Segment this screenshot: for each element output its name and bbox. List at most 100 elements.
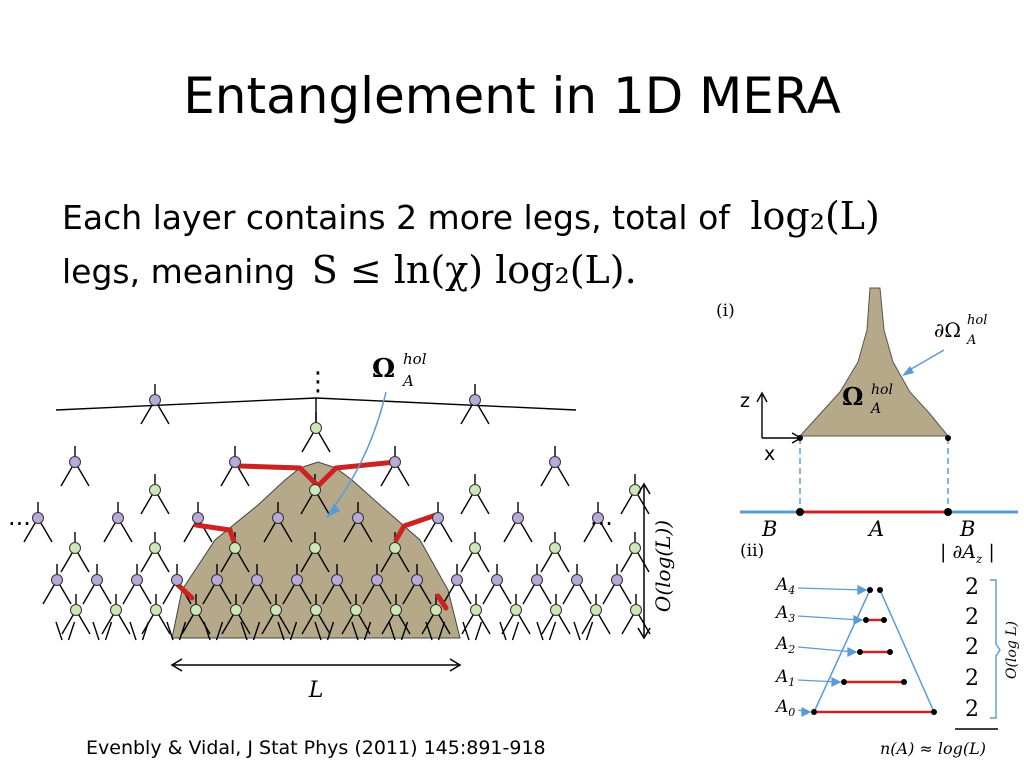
level-a1-sub: 1 [788, 676, 795, 689]
boundary-pointer [905, 349, 945, 373]
disentangler-node [451, 574, 463, 586]
red-cut-bottom-right [435, 593, 449, 611]
mera-physical-leg [240, 621, 248, 641]
omega-hol-sup: hol [403, 350, 427, 368]
disentangler-node [251, 574, 263, 586]
sum-formula: n(A) ≈ log(L) [880, 739, 986, 758]
mera-physical-leg [400, 621, 409, 641]
level-a2-letter: A [774, 634, 788, 654]
red-cut-left [193, 522, 239, 551]
level-arrows [797, 584, 868, 718]
brace-label: O(log L) [1004, 621, 1020, 679]
mera-physical-leg [585, 621, 594, 641]
bullet-line-1-math: log₂(L) [750, 194, 880, 238]
z-x-axes [756, 391, 803, 444]
mera-physical-leg [215, 621, 224, 641]
isometry-node [350, 604, 362, 616]
mera-physical-leg [277, 621, 285, 641]
isometry-node [310, 422, 322, 434]
omega-hol-label: Ω [372, 354, 395, 384]
mera-physical-leg [548, 621, 557, 641]
isometry-node [590, 604, 602, 616]
cut-header: | ∂Az | [940, 541, 995, 566]
disentangler-node [592, 512, 604, 524]
left-ellipsis: ··· [8, 510, 31, 538]
disentangler-node [491, 574, 503, 586]
disentangler-node [211, 574, 223, 586]
mera-physical-leg [178, 621, 187, 641]
mera-physical-leg [536, 621, 544, 641]
disentangler-node [371, 574, 383, 586]
cut-count-a2: 2 [965, 635, 979, 660]
cut-count-a0: 2 [965, 697, 979, 722]
subsystem-label: A [867, 517, 884, 541]
disentangler-node [571, 574, 583, 586]
isometry-node [149, 542, 161, 554]
level-a0-sub: 0 [788, 706, 795, 719]
isometry-node [469, 542, 481, 554]
isometry-node [390, 604, 402, 616]
isometry-node [630, 604, 642, 616]
mera-tensor-nodes [32, 394, 642, 616]
disentangler-node [51, 574, 63, 586]
mera-physical-leg [67, 621, 76, 641]
isometry-node [310, 604, 322, 616]
disentangler-node [272, 512, 284, 524]
holographic-funnel [798, 287, 950, 437]
panel-ii-label: (ii) [740, 541, 764, 561]
boundary-sup: hol [967, 313, 987, 328]
level-a2: A2 [774, 634, 795, 656]
boundary-sub: A [966, 333, 976, 348]
mera-physical-leg [462, 621, 470, 641]
cut-count-a1: 2 [965, 666, 979, 691]
level-a4: A4 [774, 575, 795, 597]
mera-physical-leg [388, 621, 396, 641]
disentangler-node [352, 512, 364, 524]
isometry-node [389, 542, 401, 554]
mera-physical-leg [55, 621, 63, 641]
red-cut-right [393, 512, 439, 543]
isometry-node [149, 484, 161, 496]
mera-physical-leg [203, 621, 211, 641]
right-ellipsis: ··· [590, 510, 613, 538]
slide-title: Entanglement in 1D MERA [183, 67, 841, 125]
bullet-line-2: legs, meaning S ≤ ln(χ) log₂(L). [62, 250, 637, 292]
isometry-node [150, 604, 162, 616]
width-arrow [170, 658, 462, 672]
citation: Evenbly & Vidal, J Stat Phys (2011) 145:… [86, 737, 546, 759]
funnel-corner-left [797, 435, 803, 441]
disentangler-node [512, 512, 524, 524]
mera-physical-leg [129, 621, 137, 641]
isometry-node [270, 604, 282, 616]
isometry-node [229, 542, 241, 554]
omega-pointer-arrowhead [326, 503, 340, 518]
mera-top-leg-left [55, 397, 317, 411]
level-a1: A1 [774, 667, 795, 689]
isometry-node [550, 604, 562, 616]
mera-network-diagram: Ω hol A ⋮ ··· ··· O(log(L)) L [8, 350, 675, 703]
cut-header-sub: z [975, 552, 983, 566]
level-a2-sub: 2 [787, 643, 795, 656]
width-label: L [308, 678, 324, 703]
mera-physical-leg [351, 621, 359, 641]
level-a3: A3 [774, 603, 795, 625]
boundary-pointer-head [902, 366, 914, 376]
level-a4-letter: A [774, 575, 788, 595]
bath-right-label: B [959, 517, 975, 541]
level-a4-sub: 4 [787, 584, 795, 597]
scale-label: O(log(L)) [651, 520, 675, 612]
funnel-omega-label: Ω [842, 382, 863, 411]
mera-physical-leg [499, 621, 507, 641]
isometry-node [629, 542, 641, 554]
disentangler-node [611, 574, 623, 586]
vdots: ⋮ [305, 367, 331, 397]
mera-physical-leg [326, 621, 335, 641]
isometry-node [430, 604, 442, 616]
isometry-node [470, 604, 482, 616]
mera-physical-leg [573, 621, 581, 641]
omega-hol-sub: A [401, 372, 414, 390]
disentangler-node [69, 456, 81, 468]
level-a1-letter: A [774, 667, 788, 687]
disentangler-node [549, 456, 561, 468]
isometry-node [230, 604, 242, 616]
